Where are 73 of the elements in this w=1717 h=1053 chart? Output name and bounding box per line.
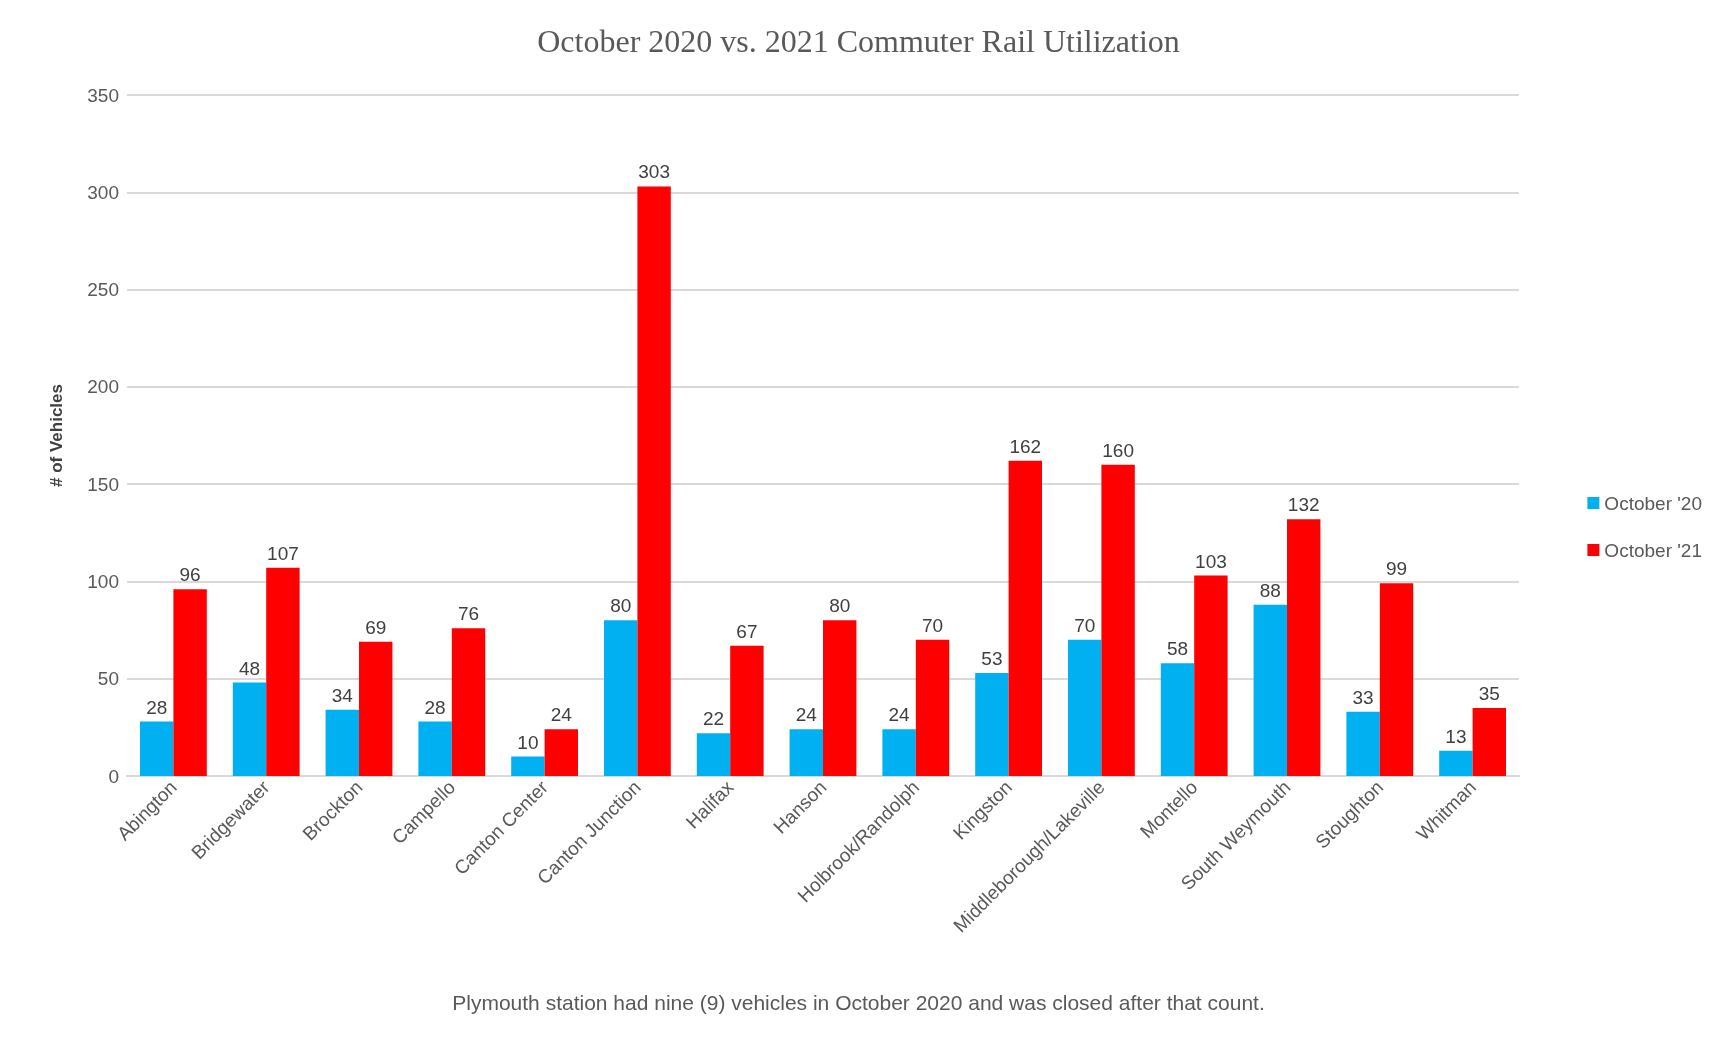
data-label: 28: [146, 696, 168, 718]
bar: [359, 641, 393, 776]
bar: [1194, 575, 1228, 776]
bar: [1287, 519, 1321, 776]
bar: [603, 620, 638, 776]
bar: [1253, 604, 1287, 776]
y-tick-label: 350: [87, 84, 119, 106]
y-tick-label: 250: [87, 279, 119, 301]
data-label: 48: [238, 657, 261, 679]
bar: [544, 729, 579, 776]
data-label: 67: [736, 620, 758, 642]
data-label: 80: [829, 595, 851, 617]
bar: [696, 733, 731, 776]
text: Plymouth station had nine (9) vehicles in October 2020 and was closed after that count.: [452, 991, 1265, 1014]
y-tick-label: 200: [87, 376, 119, 398]
data-label: 99: [1385, 558, 1408, 580]
data-label: 34: [331, 684, 354, 706]
bar: [266, 567, 300, 776]
data-label: 24: [550, 704, 573, 726]
bar: [823, 620, 857, 776]
bar: [1160, 663, 1195, 776]
legend-label: October '21: [1604, 539, 1703, 561]
bar: [511, 756, 545, 776]
y-tick-label: 300: [87, 181, 119, 203]
data-label: 70: [921, 614, 944, 636]
data-label: 24: [795, 704, 818, 726]
bar: [789, 729, 823, 776]
data-label: 53: [981, 647, 1003, 669]
y-tick-label: 50: [97, 668, 119, 690]
bar: [1439, 750, 1473, 776]
bar: [1067, 639, 1102, 776]
bar: [915, 639, 950, 776]
data-label: 88: [1259, 579, 1281, 601]
bar: [730, 645, 764, 776]
bar: [1472, 707, 1507, 776]
bar: [637, 186, 671, 776]
bar: [173, 589, 207, 776]
bar: [975, 672, 1009, 776]
data-label: 33: [1352, 686, 1374, 708]
data-label: 22: [702, 708, 725, 730]
data-label: 69: [365, 616, 387, 638]
data-label: 35: [1478, 682, 1500, 704]
data-label: 10: [517, 731, 539, 753]
data-label: 70: [1074, 614, 1096, 636]
bar: [418, 721, 452, 776]
legend-label: October '20: [1604, 492, 1703, 514]
data-label: 303: [638, 161, 670, 183]
y-tick-label: 0: [108, 765, 119, 787]
bar: [1346, 711, 1380, 776]
bar: [232, 682, 267, 776]
bar: [882, 729, 916, 776]
data-label: 76: [457, 603, 480, 625]
bar: [1101, 464, 1135, 776]
y-axis-title: # of Vehicles: [47, 384, 66, 487]
bar: [1379, 583, 1414, 776]
data-label: 132: [1287, 494, 1320, 516]
y-tick-label: 150: [87, 473, 119, 495]
data-label: 96: [179, 564, 201, 586]
data-label: 28: [424, 696, 446, 718]
bar: [139, 721, 174, 776]
data-label: 24: [888, 704, 911, 726]
y-tick-label: 100: [87, 570, 119, 592]
bar: [325, 709, 359, 776]
data-label: 13: [1445, 725, 1467, 747]
data-label: 80: [610, 595, 632, 617]
chart-title: October 2020 vs. 2021 Commuter Rail Utilization: [537, 23, 1180, 59]
data-label: 162: [1009, 435, 1042, 457]
data-label: 58: [1166, 638, 1189, 660]
data-label: 107: [267, 542, 299, 564]
data-label: 103: [1195, 550, 1227, 572]
data-label: 160: [1102, 439, 1134, 461]
bar: [451, 628, 486, 776]
bar: [1008, 460, 1043, 776]
